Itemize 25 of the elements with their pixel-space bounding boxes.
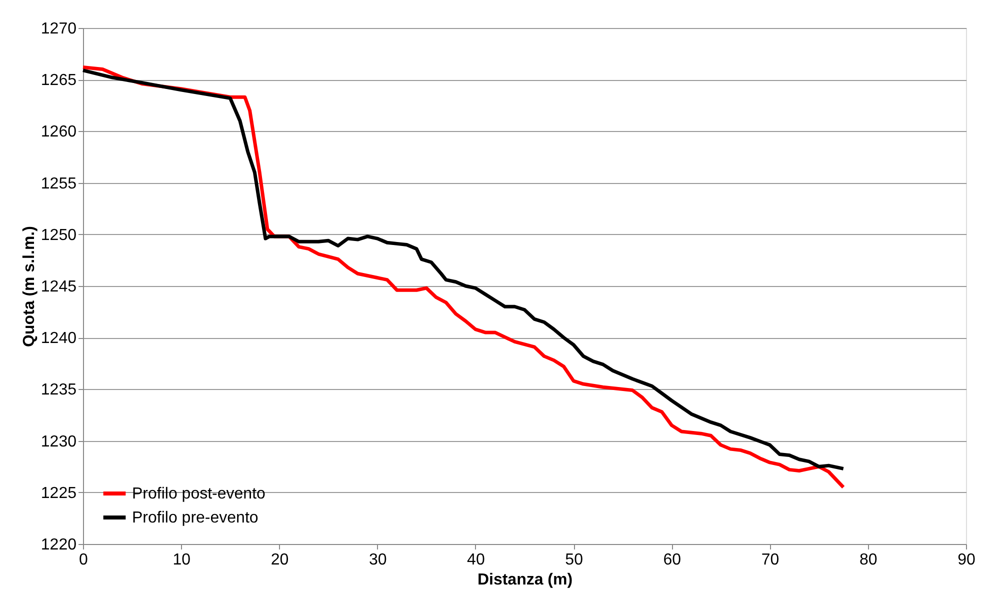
y-tick-label: 1240 — [40, 330, 77, 348]
y-tick-label: 1255 — [40, 175, 77, 192]
y-tick-label: 1260 — [40, 124, 77, 141]
y-tick-label: 1245 — [40, 278, 77, 296]
y-tick-label: 1235 — [40, 382, 77, 399]
y-tick-label: 1250 — [40, 226, 77, 244]
x-tick-label: 80 — [859, 552, 878, 568]
legend-label: Profilo pre-evento — [132, 510, 258, 526]
x-tick-label: 70 — [761, 552, 780, 568]
legend-label: Profilo post-evento — [132, 486, 266, 502]
y-tick-label: 1220 — [40, 536, 77, 554]
x-tick-label: 60 — [663, 552, 682, 568]
x-tick-label: 40 — [467, 552, 485, 568]
x-tick-label: 10 — [172, 552, 191, 568]
x-tick-label: 20 — [270, 552, 289, 568]
y-axis-title: Quota (m s.l.m.) — [20, 226, 38, 347]
x-tick-label: 90 — [958, 552, 976, 568]
x-tick-label: 50 — [565, 552, 584, 568]
y-tick-label: 1270 — [40, 20, 77, 38]
x-tick-label: 30 — [368, 552, 387, 568]
y-tick-label: 1225 — [40, 484, 77, 502]
x-tick-label: 0 — [79, 552, 88, 568]
y-tick-label: 1230 — [40, 433, 77, 450]
x-axis-title: Distanza (m) — [477, 572, 573, 588]
y-tick-label: 1265 — [40, 72, 77, 90]
